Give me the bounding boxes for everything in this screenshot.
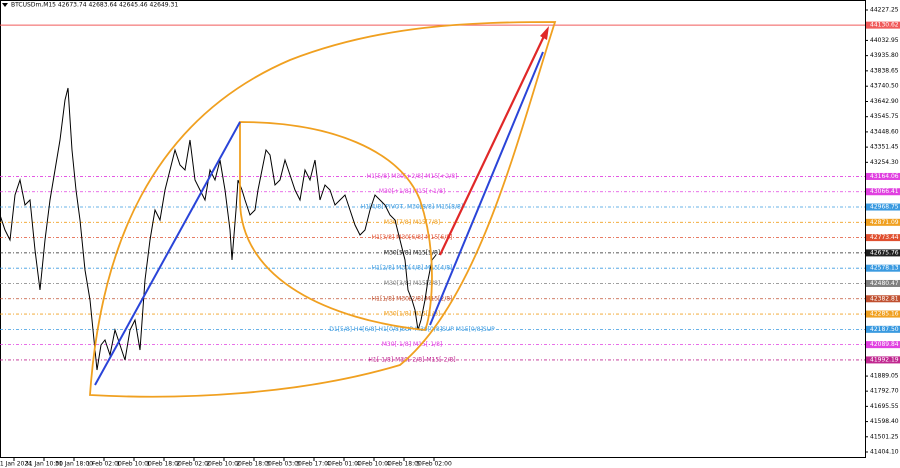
price-tag-label: 42089.84 [870,341,899,348]
time-label: 1 Feb 18:00 [146,461,182,468]
time-label: 3 Feb 03:00 [266,461,302,468]
level-label: H1[5/8] M30[+2/8] M15[+2/8] [367,173,458,180]
price-tag [866,234,900,242]
price-path [0,87,437,371]
price-tag-label: 43164.06 [870,173,899,180]
price-label: 41501.25 [870,433,899,440]
level-label: M30[1/8] M15[1/8] [384,311,440,318]
price-tag [866,203,900,211]
time-label: 4 Feb 18:00 [386,461,422,468]
arrow-head [540,26,549,40]
curve-small [239,121,433,331]
price-tag-label: 41992.19 [870,356,899,363]
level-label: H1[3/8] M30[6/8] M15[6/8] [372,234,453,241]
axes: 44227.25 44032.95 43935.80 43838.65 43740.50… [0,7,900,468]
menu-arrow[interactable] [2,3,8,7]
price-label: 43935.80 [870,52,899,59]
curve-large [89,21,557,398]
price-label: 41792.70 [870,388,899,395]
symbol-info: BTCUSDm,M15 42673.74 42683.64 42645.46 4… [11,2,178,9]
price-label: 41598.40 [870,418,899,425]
level-label: M30[+1/8] M15[+1/8] [379,188,445,195]
price-label: 41695.55 [870,403,899,410]
level-label: M30[3/8] M15[3/8] [384,280,440,287]
price-label: 43642.90 [870,98,899,105]
time-label: 4 Feb 01:00 [326,461,362,468]
time-label: 31 Jan 2024 [0,461,32,468]
price-tag-label: 42968.75 [870,204,899,211]
price-tag [866,264,900,272]
projection-arrow [439,33,546,256]
price-tag-label: 44130.62 [870,22,899,29]
time-label: 2 Feb 18:00 [236,461,272,468]
price-tag [866,249,900,257]
price-tag [866,172,900,180]
price-tag-label: 42871.09 [870,219,899,226]
price-tag-label: 42773.44 [870,234,899,241]
time-label: 31 Jan 18:00 [55,461,93,468]
price-label: 44032.95 [870,37,899,44]
levels: H1[5/8] M30[+2/8] M15[+2/8] M30[+1/8] M15… [0,24,865,363]
level-label: H1[-1/8] M30[-2/8] M15[-2/8] [368,356,455,363]
price-label: 41889.05 [870,373,899,380]
price-tag [866,218,900,226]
price-tag-label: 42382.81 [870,295,899,302]
level-label: M30[5/8] M15[5/8] [384,249,440,256]
level-label: M30[-1/8] M15[-1/8] [382,341,443,348]
price-label: 43545.75 [870,113,899,120]
price-tag-label: 42480.47 [870,280,899,287]
price-tag-label: 42675.76 [870,249,899,256]
time-label: 4 Feb 10:00 [356,461,392,468]
price-tag-label: 42578.13 [870,265,899,272]
level-label: H1[4/8] PIVOT, M30[8/8] M15[8/8] [361,204,463,211]
projection-line [429,51,544,326]
price-tag [866,21,900,29]
price-tag-label: 42285.16 [870,311,899,318]
time-label: 5 Feb 02:00 [416,461,452,468]
price-tag [866,341,900,349]
level-label: H1[2/8] M30[4/8] M15[4/8] [372,265,453,272]
level-label: M30[7/8] M15[7/8] [384,219,440,226]
price-tag [866,188,900,196]
price-tag-label: 42187.50 [870,326,899,333]
price-tag-label: 43066.41 [870,188,899,195]
price-label: 41404.10 [870,449,899,456]
price-label: 44227.25 [870,7,899,14]
price-tag [866,325,900,333]
time-label: 2 Feb 02:00 [176,461,212,468]
trend-line [94,121,241,386]
price-tag [866,279,900,287]
price-label: 43740.50 [870,83,899,90]
price-tag [866,356,900,364]
price-tag [866,295,900,303]
time-label: 1 Feb 02:00 [86,461,122,468]
plot-frame [0,0,866,458]
time-label: 3 Feb 17:00 [296,461,332,468]
time-label: 1 Feb 10:00 [116,461,152,468]
price-label: 43351.45 [870,144,899,151]
price-label: 43448.60 [870,128,899,135]
price-label: 43254.30 [870,159,899,166]
time-label: 31 Jan 10:00 [25,461,63,468]
price-label: 43838.65 [870,67,899,74]
price-tag [866,310,900,318]
time-label: 2 Feb 10:00 [206,461,242,468]
